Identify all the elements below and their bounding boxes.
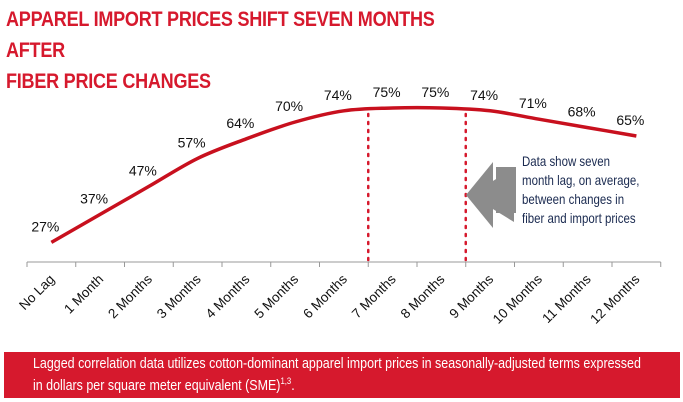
annotation-text: Data show seven month lag, on average, b… — [522, 153, 640, 226]
x-tick-label: 6 Months — [300, 271, 350, 321]
footer-superscript: 1,3 — [280, 376, 292, 386]
x-tick-label: 1 Month — [61, 272, 106, 317]
x-tick-label: 9 Months — [446, 271, 496, 321]
data-label: 68% — [568, 104, 596, 120]
x-tick-label: 4 Months — [203, 271, 253, 321]
arrow-head-icon — [466, 162, 493, 228]
x-tick-label: 3 Months — [154, 271, 204, 321]
data-label: 65% — [616, 112, 644, 128]
data-label: 74% — [470, 87, 498, 103]
footer-text: Lagged correlation data utilizes cotton-… — [33, 356, 641, 394]
title-line-2: FIBER PRICE CHANGES — [6, 70, 211, 93]
data-label: 37% — [80, 190, 108, 206]
footer-end: . — [291, 377, 295, 394]
data-label: 71% — [519, 95, 547, 111]
title-line-1: APPAREL IMPORT PRICES SHIFT SEVEN MONTHS… — [6, 8, 435, 62]
line-chart: 27% No Lag 37% 1 Month 47% 2 Months 57% 3 Month… — [16, 84, 662, 327]
x-tick-label: 5 Months — [251, 271, 301, 321]
data-label: 64% — [226, 115, 254, 131]
x-tick-label: 7 Months — [349, 271, 399, 321]
x-tick-label: 8 Months — [398, 271, 448, 321]
footer-note: Lagged correlation data utilizes cotton-… — [4, 352, 680, 398]
x-tick-label: 2 Months — [105, 271, 155, 321]
x-tick-label: 11 Months — [539, 271, 594, 326]
x-tick-label: 10 Months — [490, 271, 545, 326]
data-label: 47% — [129, 162, 157, 178]
x-tick-label: 12 Months — [587, 271, 642, 326]
arrow-bar-icon — [496, 167, 516, 213]
data-label: 74% — [324, 87, 352, 103]
data-label: 75% — [421, 84, 449, 100]
data-label: 57% — [178, 134, 206, 150]
data-label: 70% — [275, 98, 303, 114]
x-tick-label: No Lag — [16, 272, 57, 313]
data-label: 75% — [373, 84, 401, 100]
chart-title: APPAREL IMPORT PRICES SHIFT SEVEN MONTHS… — [6, 4, 453, 97]
data-label: 27% — [31, 218, 59, 234]
